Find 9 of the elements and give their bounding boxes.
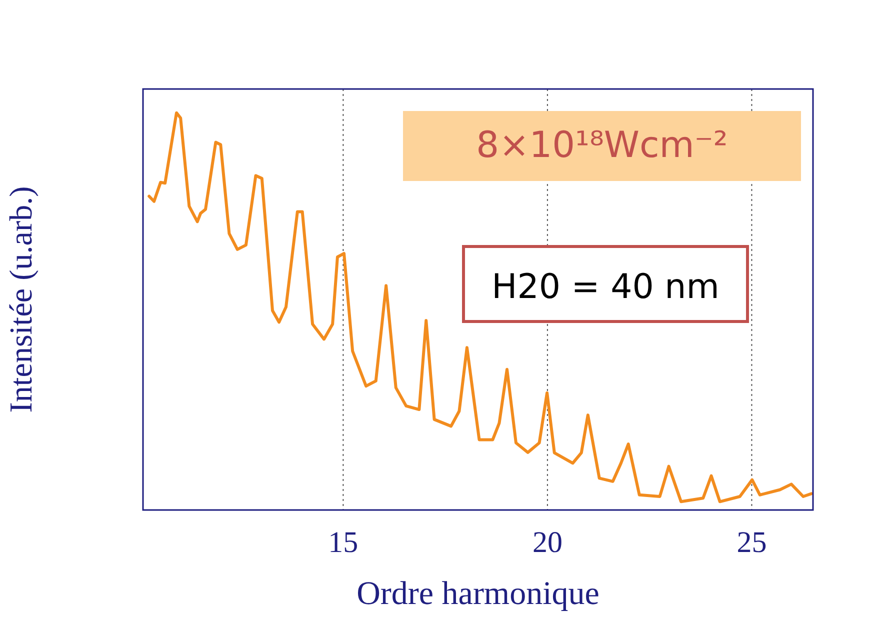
annotation: H20 = 40 nm <box>492 267 720 307</box>
x-tick-label: 15 <box>328 526 358 559</box>
x-tick-label: 25 <box>736 526 767 559</box>
y-axis-title: Intensitée (u.arb.) <box>2 186 39 413</box>
label-box: 8×10¹⁸Wcm⁻² <box>403 111 801 181</box>
x-axis-title: Ordre harmonique <box>356 576 600 612</box>
label-box: H20 = 40 nm <box>462 245 749 323</box>
annotation: 8×10¹⁸Wcm⁻² <box>476 125 728 166</box>
x-tick-label: 20 <box>532 526 562 559</box>
